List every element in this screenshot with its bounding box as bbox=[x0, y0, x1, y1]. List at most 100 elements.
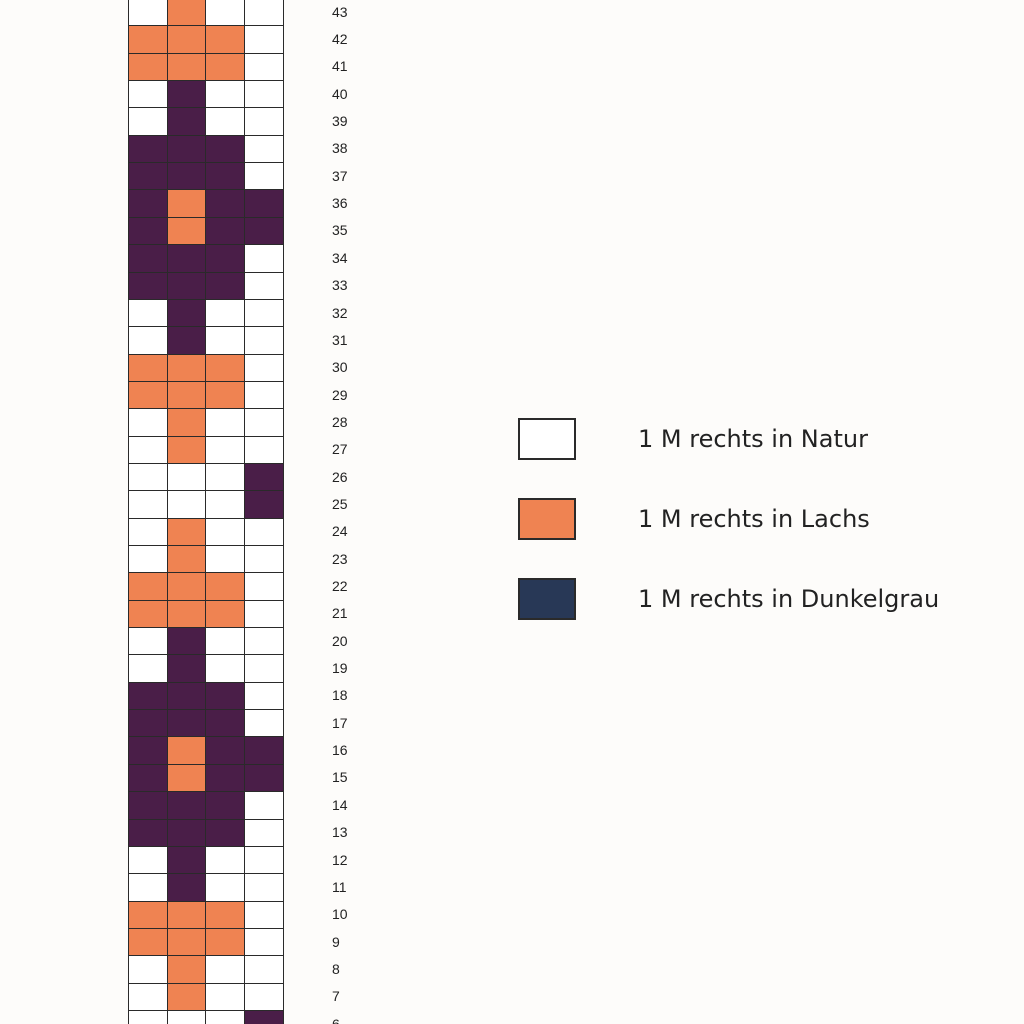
stitch-cell-natur bbox=[243, 627, 284, 656]
stitch-cell-natur bbox=[243, 545, 284, 574]
stitch-cell-natur bbox=[128, 517, 168, 547]
stitch-cell-dunkel bbox=[166, 326, 207, 356]
row-number: 31 bbox=[332, 331, 348, 348]
stitch-cell-dunkel bbox=[166, 271, 207, 301]
stitch-cell-dunkel bbox=[128, 189, 168, 219]
stitch-cell-natur bbox=[243, 900, 284, 930]
stitch-cell-dunkel bbox=[205, 162, 245, 191]
stitch-cell-natur bbox=[128, 654, 168, 684]
stitch-cell-dunkel bbox=[128, 681, 168, 711]
stitch-cell-natur bbox=[243, 927, 284, 957]
stitch-cell-natur bbox=[243, 52, 284, 82]
stitch-cell-dunkel bbox=[128, 162, 168, 191]
stitch-cell-natur bbox=[205, 435, 245, 465]
row-number: 12 bbox=[332, 851, 348, 868]
stitch-cell-lachs bbox=[205, 599, 245, 629]
stitch-cell-lachs bbox=[166, 900, 207, 930]
stitch-cell-dunkel bbox=[243, 1009, 284, 1024]
row-number: 11 bbox=[332, 878, 347, 895]
legend-label-dunkelgrau: 1 M rechts in Dunkelgrau bbox=[638, 585, 940, 613]
stitch-cell-natur bbox=[128, 955, 168, 985]
row-number: 10 bbox=[332, 906, 348, 923]
legend-label-lachs: 1 M rechts in Lachs bbox=[638, 505, 870, 533]
row-number: 29 bbox=[332, 386, 348, 403]
row-number: 14 bbox=[332, 796, 348, 813]
row-number: 8 bbox=[332, 960, 340, 977]
stitch-cell-lachs bbox=[205, 353, 245, 383]
stitch-cell-natur bbox=[205, 298, 245, 328]
stitch-cell-dunkel bbox=[128, 818, 168, 848]
stitch-cell-dunkel bbox=[128, 791, 168, 820]
stitch-cell-dunkel bbox=[166, 134, 207, 164]
legend-swatch-dunkelgrau bbox=[518, 578, 576, 620]
stitch-cell-natur bbox=[243, 845, 284, 875]
stitch-cell-lachs bbox=[166, 545, 207, 574]
stitch-cell-natur bbox=[243, 435, 284, 465]
stitch-cell-dunkel bbox=[166, 107, 207, 137]
stitch-cell-natur bbox=[243, 0, 284, 27]
stitch-cell-lachs bbox=[128, 25, 168, 55]
stitch-cell-dunkel bbox=[205, 818, 245, 848]
stitch-cell-natur bbox=[243, 25, 284, 55]
stitch-cell-dunkel bbox=[166, 80, 207, 109]
stitch-cell-natur bbox=[205, 326, 245, 356]
stitch-cell-natur bbox=[128, 462, 168, 492]
stitch-cell-dunkel bbox=[166, 244, 207, 273]
stitch-cell-dunkel bbox=[205, 134, 245, 164]
stitch-cell-lachs bbox=[128, 599, 168, 629]
legend-swatch-lachs bbox=[518, 498, 576, 540]
stitch-cell-dunkel bbox=[128, 216, 168, 246]
row-number: 39 bbox=[332, 113, 348, 130]
stitch-cell-lachs bbox=[128, 52, 168, 82]
stitch-cell-dunkel bbox=[243, 736, 284, 766]
stitch-cell-natur bbox=[243, 326, 284, 356]
stitch-cell-lachs bbox=[205, 25, 245, 55]
stitch-cell-natur bbox=[243, 873, 284, 903]
row-number: 9 bbox=[332, 933, 340, 950]
stitch-cell-dunkel bbox=[166, 627, 207, 656]
stitch-cell-dunkel bbox=[243, 189, 284, 219]
row-number: 41 bbox=[332, 58, 348, 75]
stitch-cell-lachs bbox=[166, 52, 207, 82]
row-number: 43 bbox=[332, 3, 348, 20]
stitch-cell-dunkel bbox=[128, 736, 168, 766]
stitch-cell-lachs bbox=[166, 517, 207, 547]
stitch-cell-lachs bbox=[166, 435, 207, 465]
stitch-cell-lachs bbox=[166, 380, 207, 410]
stitch-cell-natur bbox=[128, 435, 168, 465]
row-number: 13 bbox=[332, 824, 348, 841]
stitch-cell-natur bbox=[205, 845, 245, 875]
stitch-cell-dunkel bbox=[205, 763, 245, 793]
stitch-cell-natur bbox=[128, 408, 168, 438]
stitch-cell-natur bbox=[243, 517, 284, 547]
row-number: 34 bbox=[332, 249, 348, 266]
row-number: 20 bbox=[332, 632, 348, 649]
row-number: 35 bbox=[332, 222, 348, 239]
stitch-cell-lachs bbox=[166, 572, 207, 602]
row-number: 38 bbox=[332, 140, 348, 157]
stitch-cell-natur bbox=[243, 599, 284, 629]
stitch-cell-dunkel bbox=[128, 244, 168, 273]
stitch-cell-natur bbox=[243, 353, 284, 383]
stitch-cell-dunkel bbox=[128, 709, 168, 738]
stitch-cell-natur bbox=[205, 462, 245, 492]
stitch-cell-natur bbox=[243, 654, 284, 684]
stitch-cell-dunkel bbox=[243, 763, 284, 793]
stitch-cell-natur bbox=[243, 107, 284, 137]
row-number: 32 bbox=[332, 304, 348, 321]
stitch-cell-lachs bbox=[128, 927, 168, 957]
stitch-cell-lachs bbox=[166, 408, 207, 438]
stitch-cell-dunkel bbox=[205, 709, 245, 738]
stitch-cell-natur bbox=[243, 244, 284, 273]
stitch-cell-natur bbox=[243, 162, 284, 191]
row-number: 22 bbox=[332, 578, 348, 595]
legend-label-natur: 1 M rechts in Natur bbox=[638, 425, 868, 453]
stitch-cell-lachs bbox=[205, 572, 245, 602]
row-number: 33 bbox=[332, 277, 348, 294]
stitch-cell-natur bbox=[205, 654, 245, 684]
stitch-cell-dunkel bbox=[166, 162, 207, 191]
row-number: 26 bbox=[332, 468, 348, 485]
row-number: 15 bbox=[332, 769, 348, 786]
stitch-cell-natur bbox=[205, 627, 245, 656]
stitch-cell-dunkel bbox=[205, 681, 245, 711]
